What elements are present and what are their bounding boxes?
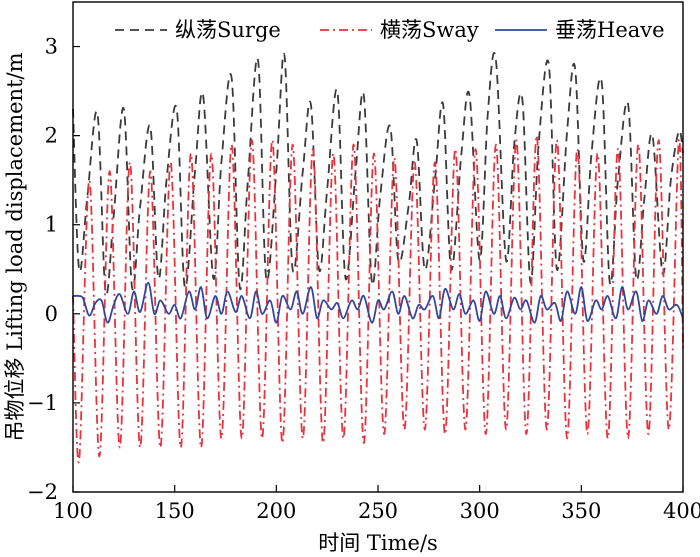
y-axis-ticks: −2 −1 0 1 2 3 [27,35,80,504]
series-line-0 [72,52,684,296]
x-tick-label: 100 [53,499,93,523]
x-tick-label: 150 [155,499,195,523]
x-axis-ticks: 100 150 200 250 300 350 400 [53,485,700,523]
series-layer [72,52,684,464]
y-tick-label: −2 [27,480,58,504]
legend-label-1: 横荡Sway [380,18,479,42]
y-axis-label: 吊物位移 Lifting load displacement/m [3,52,27,441]
x-axis-label: 时间 Time/s [318,531,438,555]
x-tick-label: 300 [460,499,500,523]
y-tick-label: 0 [45,302,58,326]
y-tick-label: 2 [45,124,58,148]
y-tick-label: −1 [27,391,58,415]
x-tick-label: 200 [256,499,296,523]
y-tick-label: 1 [45,213,58,237]
legend-label-0: 纵荡Surge [175,18,281,42]
series-line-1 [72,134,684,464]
series-line-2 [72,281,684,324]
y-tick-label: 3 [45,35,58,59]
legend-label-2: 垂荡Heave [555,18,665,42]
x-tick-label: 250 [358,499,398,523]
x-tick-label: 350 [561,499,601,523]
legend: 纵荡Surge 横荡Sway 垂荡Heave [115,18,665,42]
x-tick-label: 400 [663,499,700,523]
